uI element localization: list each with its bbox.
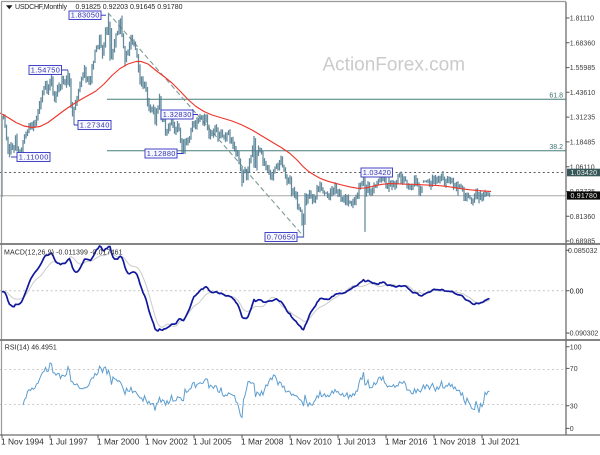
svg-text:1.55985: 1.55985 bbox=[570, 65, 595, 72]
svg-text:1.03420: 1.03420 bbox=[571, 170, 598, 177]
svg-text:30: 30 bbox=[570, 403, 578, 410]
svg-text:61.8: 61.8 bbox=[549, 93, 563, 100]
svg-text:1 Mar 2008: 1 Mar 2008 bbox=[241, 437, 284, 447]
svg-text:1 Nov 2002: 1 Nov 2002 bbox=[145, 437, 188, 447]
svg-text:1.68360: 1.68360 bbox=[570, 40, 595, 47]
svg-text:1.18485: 1.18485 bbox=[570, 140, 595, 147]
svg-text:0.00: 0.00 bbox=[570, 288, 584, 295]
svg-text:0.91825 0.92203 0.91645 0.9178: 0.91825 0.92203 0.91645 0.91780 bbox=[76, 4, 183, 11]
svg-text:0.68985: 0.68985 bbox=[570, 239, 595, 246]
svg-text:0.085032: 0.085032 bbox=[568, 248, 598, 255]
svg-text:RSI(14) 46.4951: RSI(14) 46.4951 bbox=[5, 345, 57, 352]
svg-text:1.11000: 1.11000 bbox=[19, 153, 49, 162]
svg-text:1.81110: 1.81110 bbox=[570, 16, 594, 23]
svg-text:1 Mar 2000: 1 Mar 2000 bbox=[97, 437, 140, 447]
svg-text:USDCHF,Monthly: USDCHF,Monthly bbox=[15, 4, 68, 11]
svg-text:1 Jul 2005: 1 Jul 2005 bbox=[193, 437, 232, 447]
svg-text:0.70650: 0.70650 bbox=[267, 233, 296, 242]
svg-text:MACD(12,26,9) -0.011399 -0.017: MACD(12,26,9) -0.011399 -0.017461 bbox=[4, 249, 123, 256]
svg-text:1 Jul 1997: 1 Jul 1997 bbox=[49, 437, 88, 447]
svg-text:0: 0 bbox=[570, 426, 574, 433]
svg-text:1.32830: 1.32830 bbox=[163, 110, 192, 119]
svg-text:0.91780: 0.91780 bbox=[571, 193, 598, 200]
svg-text:1 Jul 2013: 1 Jul 2013 bbox=[337, 437, 376, 447]
svg-text:1 Nov 1994: 1 Nov 1994 bbox=[1, 437, 44, 447]
svg-text:1 Mar 2016: 1 Mar 2016 bbox=[385, 437, 428, 447]
svg-text:1.83050: 1.83050 bbox=[71, 11, 100, 20]
svg-text:1.43610: 1.43610 bbox=[570, 90, 595, 97]
svg-text:1.06110: 1.06110 bbox=[570, 164, 595, 171]
svg-text:1 Jul 2021: 1 Jul 2021 bbox=[481, 437, 520, 447]
svg-text:70: 70 bbox=[570, 366, 578, 373]
svg-text:-0.090302: -0.090302 bbox=[567, 331, 598, 338]
svg-text:1.54750: 1.54750 bbox=[31, 66, 60, 75]
svg-text:1.27340: 1.27340 bbox=[80, 121, 110, 130]
svg-text:1.12880: 1.12880 bbox=[147, 149, 176, 158]
svg-text:1.03420: 1.03420 bbox=[363, 168, 391, 177]
svg-text:38.2: 38.2 bbox=[549, 144, 563, 151]
svg-text:ActionForex.com: ActionForex.com bbox=[323, 55, 466, 76]
svg-text:100: 100 bbox=[570, 344, 582, 351]
svg-text:1 Nov 2018: 1 Nov 2018 bbox=[433, 437, 476, 447]
svg-text:1.31235: 1.31235 bbox=[570, 115, 595, 122]
svg-text:1 Nov 2010: 1 Nov 2010 bbox=[289, 437, 332, 447]
svg-text:0.81360: 0.81360 bbox=[570, 214, 595, 221]
